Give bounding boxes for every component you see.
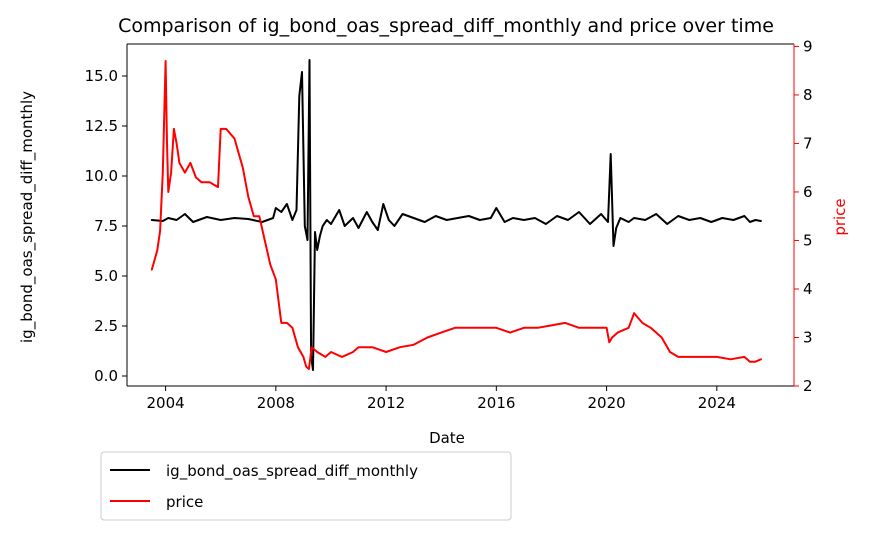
y-left-tick-label: 12.5 bbox=[85, 117, 118, 135]
x-tick-label: 2024 bbox=[698, 394, 736, 412]
series-line-ig-bond-oas-spread bbox=[150, 59, 762, 371]
y-right-tick-label: 3 bbox=[803, 328, 813, 346]
series-line-price bbox=[150, 60, 762, 370]
y-left-tick-label: 2.5 bbox=[94, 317, 118, 335]
y-right-tick-label: 9 bbox=[803, 37, 813, 55]
legend: ig_bond_oas_spread_diff_monthly price bbox=[100, 451, 512, 521]
x-axis-label: Date bbox=[429, 429, 465, 447]
y-left-tick-label: 7.5 bbox=[94, 217, 118, 235]
plot-area: 2004 2008 2012 2016 2020 2024 0.0 2.5 5.0 7.5 10.0… bbox=[85, 37, 813, 412]
y-right-tick-label: 2 bbox=[803, 377, 813, 395]
y-right-tick-label: 7 bbox=[803, 134, 813, 152]
y-axis-left-label: ig_bond_oas_spread_diff_monthly bbox=[18, 91, 37, 343]
y-right-tick-label: 6 bbox=[803, 183, 813, 201]
legend-frame bbox=[100, 451, 512, 521]
y-left-tick-label: 0.0 bbox=[94, 367, 118, 385]
y-axis-right-label: price bbox=[831, 198, 849, 235]
chart-title: Comparison of ig_bond_oas_spread_diff_mo… bbox=[118, 15, 774, 37]
x-tick-label: 2012 bbox=[367, 394, 405, 412]
x-tick-label: 2008 bbox=[257, 394, 295, 412]
y-left-tick-label: 15.0 bbox=[85, 67, 118, 85]
x-tick-label: 2016 bbox=[477, 394, 515, 412]
y-left-tick-label: 10.0 bbox=[85, 167, 118, 185]
y-left-tick-label: 5.0 bbox=[94, 267, 118, 285]
legend-label-ig-bond: ig_bond_oas_spread_diff_monthly bbox=[166, 462, 418, 481]
x-tick-label: 2004 bbox=[146, 394, 184, 412]
y-right-tick-label: 4 bbox=[803, 280, 813, 298]
x-tick-label: 2020 bbox=[587, 394, 625, 412]
legend-label-price: price bbox=[166, 493, 203, 511]
y-right-tick-label: 5 bbox=[803, 231, 813, 249]
y-right-tick-label: 8 bbox=[803, 86, 813, 104]
